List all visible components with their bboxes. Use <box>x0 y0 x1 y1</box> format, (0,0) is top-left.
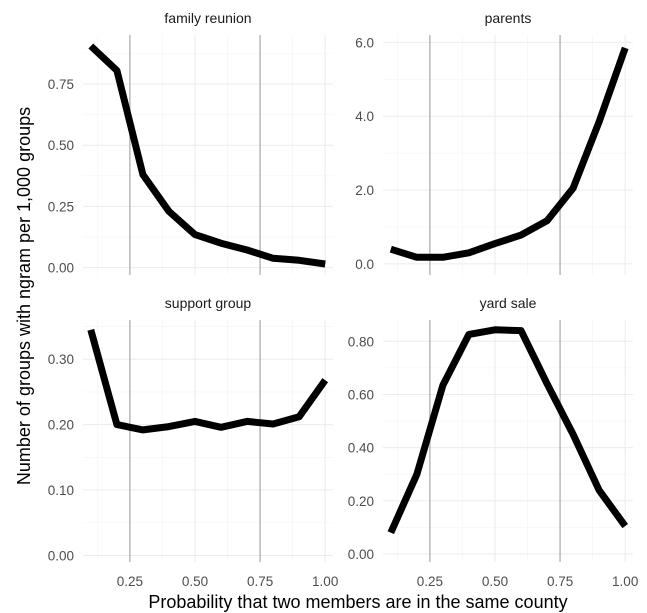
x-tick-label: 0.50 <box>482 574 508 589</box>
panel-title: yard sale <box>480 295 537 311</box>
series-line <box>87 328 329 434</box>
y-tick-label: 0.20 <box>348 494 374 509</box>
y-tick-label: 0.00 <box>48 548 74 563</box>
x-tick-label: 0.75 <box>247 574 273 589</box>
y-tick-label: 0.20 <box>48 418 74 433</box>
panel-title: parents <box>485 10 532 26</box>
y-tick-label: 0.50 <box>48 138 74 153</box>
x-tick-label: 0.75 <box>547 574 573 589</box>
y-tick-label: 0.25 <box>48 199 74 214</box>
x-tick-label: 1.00 <box>612 574 638 589</box>
panel-title: support group <box>165 295 252 311</box>
panels: 0.00 0.25 0.50 0.75 family reunion 0.0 2.0 4.0 6… <box>48 10 639 589</box>
panel-parents: 0.0 2.0 4.0 6.0 parents <box>355 10 633 275</box>
y-tick-label: 0.10 <box>48 483 74 498</box>
panel-title: family reunion <box>164 10 251 26</box>
x-tick-label: 0.25 <box>417 574 443 589</box>
y-axis-label: Number of groups with ngram per 1,000 gr… <box>14 107 34 485</box>
y-tick-label: 0.80 <box>348 334 374 349</box>
panel-yard-sale: 0.00 0.20 0.40 0.60 0.80 0.25 0.50 0.75 1.00 yard… <box>348 295 639 589</box>
panel-family-reunion: 0.00 0.25 0.50 0.75 family reunion <box>48 10 333 276</box>
x-tick-label: 1.00 <box>312 574 338 589</box>
y-tick-label: 2.0 <box>355 183 374 198</box>
y-tick-label: 0.75 <box>48 77 74 92</box>
panel-support-group: 0.00 0.10 0.20 0.30 0.25 0.50 0.75 1.00 support … <box>48 295 339 589</box>
series-line <box>389 46 629 261</box>
y-tick-label: 0.30 <box>48 352 74 367</box>
series-line <box>88 43 326 268</box>
y-tick-label: 4.0 <box>355 109 374 124</box>
y-tick-label: 0.0 <box>355 257 374 272</box>
series-line <box>387 326 629 535</box>
x-axis-label: Probability that two members are in the … <box>148 592 567 612</box>
y-tick-label: 0.00 <box>48 261 74 276</box>
y-tick-label: 0.00 <box>348 547 374 562</box>
x-tick-label: 0.25 <box>117 574 143 589</box>
y-tick-label: 0.60 <box>348 387 374 402</box>
x-tick-label: 0.50 <box>182 574 208 589</box>
y-tick-label: 0.40 <box>348 441 374 456</box>
y-tick-label: 6.0 <box>355 35 374 50</box>
